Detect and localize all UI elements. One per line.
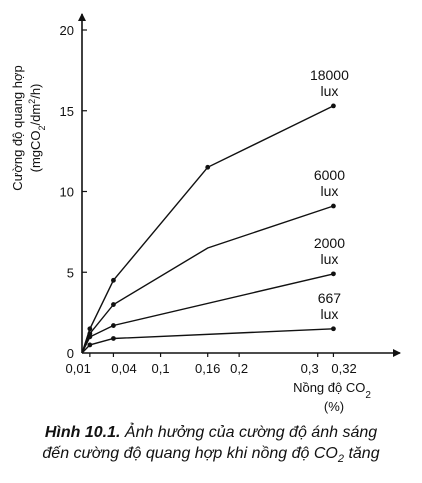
data-point [111, 277, 116, 283]
caption-text-2: đến cường độ quang hợp khi nồng độ CO [42, 445, 338, 462]
caption-line-1: Hình 10.1. Ảnh hưởng của cường độ ánh sá… [0, 422, 422, 443]
y-axis-title: Cường độ quang hợp [10, 65, 25, 191]
series-line [81, 328, 334, 354]
y-tick-label: 0 [67, 346, 74, 361]
y-tick-label: 15 [60, 104, 74, 119]
x-tick-label: 0,3 [301, 361, 319, 376]
x-tick-label: 0,01 [66, 361, 91, 376]
data-point [87, 326, 93, 332]
chart-axes: 0 5 10 15 20 0,01 0,04 0,1 0,16 0,2 0,3 0,32 [60, 13, 401, 376]
x-axis-title: Nồng độ CO2 [293, 380, 371, 401]
x-tick-label: 0,32 [331, 361, 356, 376]
x-axis-unit: (%) [324, 399, 344, 414]
series-label-value: 2000 [314, 235, 345, 251]
series-label-value: 18000 [310, 67, 349, 83]
data-point [205, 164, 211, 170]
caption-line-2: đến cường độ quang hợp khi nồng độ CO2 t… [0, 443, 422, 470]
series-line [81, 273, 334, 354]
series-label-value: 6000 [314, 167, 345, 183]
series-label-value: 667 [318, 290, 342, 306]
caption-text-1: Ảnh hưởng của cường độ ánh sáng [124, 424, 378, 441]
series-label-unit: lux [320, 251, 338, 267]
data-point [111, 323, 116, 328]
x-tick-label: 0,2 [230, 361, 248, 376]
series-label-unit: lux [320, 83, 338, 99]
caption-text-2-end: tăng [348, 445, 380, 462]
figure-caption: Hình 10.1. Ảnh hưởng của cường độ ánh sá… [0, 422, 422, 470]
data-point [87, 342, 93, 348]
x-tick-label: 0,04 [111, 361, 136, 376]
data-point [331, 203, 336, 209]
data-point [331, 271, 336, 277]
data-point [331, 326, 336, 332]
caption-sub: 2 [337, 453, 344, 466]
data-point [87, 334, 93, 340]
y-axis-unit: (mgCO2/dm2/h) [27, 84, 47, 173]
series-line [81, 105, 334, 354]
x-tick-label: 0,1 [152, 361, 170, 376]
data-point [111, 302, 116, 307]
caption-label: Hình 10.1. [44, 424, 121, 441]
data-point [111, 336, 116, 341]
x-tick-label: 0,16 [195, 361, 220, 376]
y-tick-label: 5 [67, 265, 74, 280]
data-point [331, 103, 336, 109]
y-tick-label: 10 [60, 185, 74, 200]
y-tick-label: 20 [60, 23, 74, 38]
series-label-unit: lux [320, 183, 338, 199]
series-label-unit: lux [320, 306, 338, 322]
series-layer [81, 103, 336, 354]
